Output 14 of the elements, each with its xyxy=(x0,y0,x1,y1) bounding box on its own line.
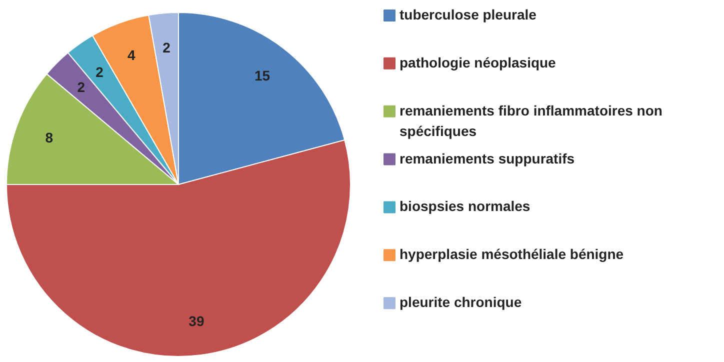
data-label: 15 xyxy=(254,67,270,84)
data-label: 2 xyxy=(77,79,86,96)
data-label: 2 xyxy=(96,64,104,80)
data-label: 8 xyxy=(45,129,54,146)
legend-label: biospsies normales xyxy=(400,198,530,214)
legend-label: hyperplasie mésothéliale bénigne xyxy=(400,246,624,262)
legend-label: tuberculose pleurale xyxy=(400,6,537,22)
legend-label: remaniements suppuratifs xyxy=(400,150,575,166)
legend-label: pathologie néoplasique xyxy=(400,54,556,70)
legend-label: remaniements fibro inflammatoires non spécifiques xyxy=(400,102,662,140)
data-label: 39 xyxy=(188,312,204,329)
legend-label: pleurite chronique xyxy=(400,294,522,310)
data-label: 2 xyxy=(162,39,171,56)
data-label: 4 xyxy=(128,47,136,64)
